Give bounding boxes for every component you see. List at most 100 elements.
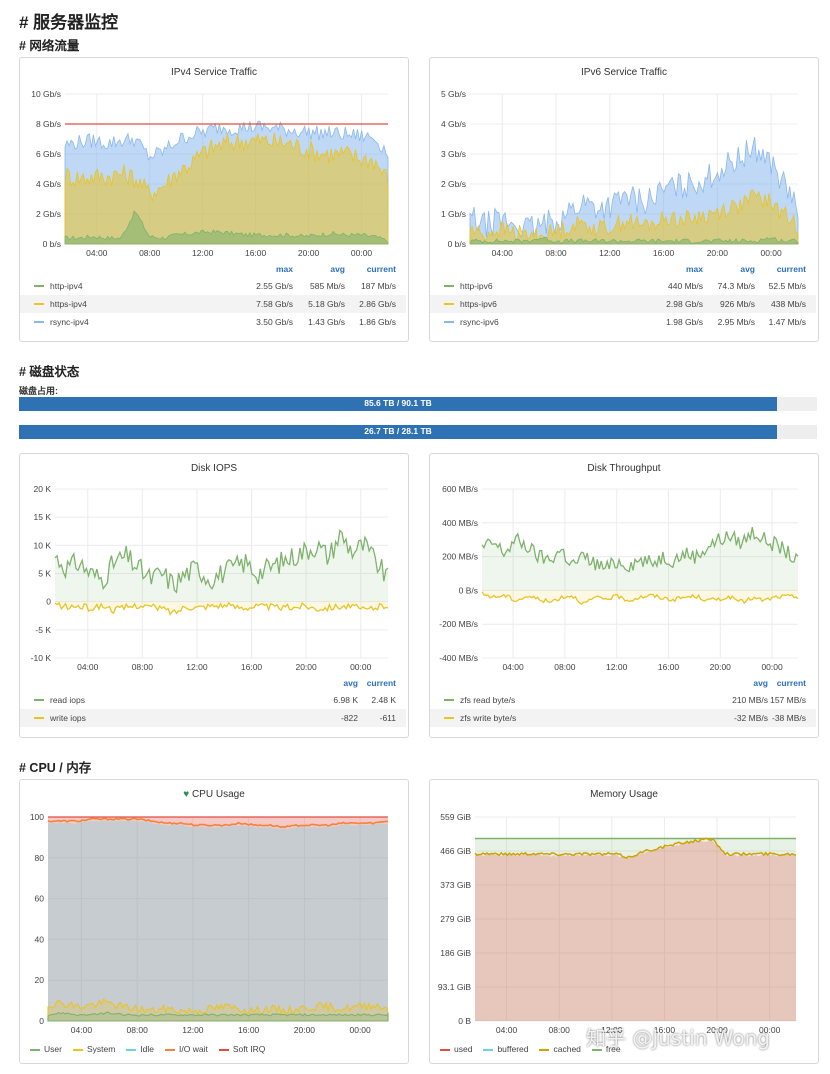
x-tick-label: 16:00 — [238, 1025, 260, 1035]
legend-row[interactable]: rsync-ipv4 3.50 Gb/s 1.43 Gb/s 1.86 Gb/s — [20, 313, 406, 331]
legend-series-name: https-ipv6 — [460, 299, 497, 309]
y-tick-label: 4 Gb/s — [36, 179, 61, 189]
legend-row[interactable]: https-ipv4 7.58 Gb/s 5.18 Gb/s 2.86 Gb/s — [20, 295, 406, 313]
legend-header-avg[interactable]: avg — [343, 678, 358, 688]
legend-header-avg[interactable]: avg — [330, 264, 345, 274]
memory-usage-panel[interactable]: Memory Usage 559 GiB 466 GiB 373 GiB 279 Gi… — [429, 779, 819, 1064]
series-area-soft-irq — [48, 817, 388, 1021]
legend-value-max: 1.98 Gb/s — [666, 317, 703, 327]
x-tick-label: 00:00 — [351, 248, 373, 258]
legend-item[interactable]: used — [440, 1044, 472, 1054]
y-tick-label: 80 — [35, 853, 45, 863]
cpu-usage-panel[interactable]: ♥ CPU Usage 100 80 60 40 20 0 04:00 08:00 12:00 1… — [19, 779, 409, 1064]
y-tick-label: -10 K — [31, 653, 52, 663]
legend-item[interactable]: I/O wait — [165, 1044, 208, 1054]
legend-header-current[interactable]: current — [776, 678, 806, 688]
watermark: 知乎 @Justin Wong — [586, 1026, 770, 1050]
page-title: # 服务器监控 — [19, 13, 119, 32]
legend-item[interactable]: User — [30, 1044, 62, 1054]
x-tick-label: 20:00 — [706, 1025, 728, 1035]
legend-swatch — [591, 1048, 602, 1051]
legend-header-max[interactable]: max — [275, 264, 293, 274]
legend-item[interactable]: buffered — [483, 1044, 528, 1054]
legend-row[interactable]: http-ipv4 2.55 Gb/s 585 Mb/s 187 Mb/s — [20, 277, 406, 295]
legend-swatch — [72, 1048, 83, 1051]
disk-usage-bar-1: 85.6 TB / 90.1 TB — [19, 397, 817, 411]
cpu-usage-chart: 100 80 60 40 20 0 04:00 08:00 12:00 16:00 20:00 00:… — [30, 812, 389, 1035]
y-tick-label: 93.1 GiB — [438, 982, 471, 992]
disk-throughput-panel[interactable]: Disk Throughput 600 MB/s 400 MB/s 200 MB/s… — [429, 453, 819, 738]
legend-header-max[interactable]: max — [685, 264, 703, 274]
legend-row[interactable]: rsync-ipv6 1.98 Gb/s 2.95 Mb/s 1.47 Mb/s — [430, 313, 816, 331]
legend-row[interactable]: http-ipv6 440 Mb/s 74.3 Mb/s 52.5 Mb/s — [430, 277, 816, 295]
y-tick-label: 6 Gb/s — [36, 149, 61, 159]
disk-usage-text: 85.6 TB / 90.1 TB — [364, 398, 432, 408]
ipv6-traffic-panel[interactable]: IPv6 Service Traffic 5 Gb/s 4 Gb/s 3 Gb/s 2… — [429, 57, 819, 342]
x-tick-label: 16:00 — [245, 248, 267, 258]
ipv4-traffic-chart: 10 Gb/s 8 Gb/s 6 Gb/s 4 Gb/s 2 Gb/s 0 b/s 04:0… — [31, 89, 389, 258]
y-tick-label: 5 Gb/s — [441, 89, 466, 99]
legend-series-name: free — [605, 1044, 621, 1054]
legend-item[interactable]: free — [591, 1044, 621, 1054]
y-tick-label: 3 Gb/s — [441, 149, 466, 159]
disk-iops-panel[interactable]: Disk IOPS 20 K 15 K 10 K 5 K 0 -5 K -10 K 04:00… — [19, 453, 409, 738]
series-area-idle — [48, 820, 388, 1021]
panel-title: Disk IOPS — [190, 463, 238, 474]
legend-item[interactable]: Idle — [126, 1044, 154, 1054]
legend-header-current[interactable]: current — [366, 678, 396, 688]
x-tick-label: 16:00 — [658, 662, 680, 672]
legend-value-max: 3.50 Gb/s — [256, 317, 293, 327]
legend-series-name: zfs read byte/s — [460, 695, 516, 705]
legend-row[interactable]: https-ipv6 2.98 Gb/s 926 Mb/s 438 Mb/s — [430, 295, 816, 313]
x-tick-label: 04:00 — [77, 662, 99, 672]
legend-value-avg: 210 MB/s — [732, 695, 768, 705]
legend-value-current: 157 MB/s — [770, 695, 806, 705]
legend-value-avg: -32 MB/s — [733, 713, 768, 723]
x-tick-label: 12:00 — [186, 662, 208, 672]
x-tick-label: 20:00 — [707, 248, 729, 258]
legend-row[interactable]: zfs read byte/s 210 MB/s 157 MB/s — [430, 691, 816, 709]
legend-row[interactable]: zfs write byte/s -32 MB/s -38 MB/s — [430, 709, 816, 727]
legend-value-current: 438 Mb/s — [771, 299, 806, 309]
legend-swatch — [539, 1048, 550, 1051]
y-tick-label: 5 K — [38, 569, 51, 579]
legend-header-avg[interactable]: avg — [753, 678, 768, 688]
disk-throughput-chart: 600 MB/s 400 MB/s 200 MB/s 0 B/s -200 MB/s -4… — [439, 484, 799, 672]
legend-row[interactable]: read iops 6.98 K 2.48 K — [20, 691, 406, 709]
disk-usage-bar-2: 26.7 TB / 28.1 TB — [19, 425, 817, 439]
legend-header-current[interactable]: current — [366, 264, 396, 274]
legend-series-name: write iops — [50, 713, 86, 723]
y-tick-label: 40 — [35, 934, 45, 944]
y-tick-label: 0 B — [458, 1016, 471, 1026]
legend-header-current[interactable]: current — [776, 264, 806, 274]
legend-series-name: User — [44, 1044, 62, 1054]
series-area-used — [475, 839, 796, 1021]
y-tick-label: 60 — [35, 894, 45, 904]
legend-value-max: 2.98 Gb/s — [666, 299, 703, 309]
x-tick-label: 20:00 — [294, 1025, 316, 1035]
legend-swatch — [444, 303, 454, 305]
legend-series-name: cached — [553, 1044, 581, 1054]
ipv4-traffic-panel[interactable]: IPv4 Service Traffic 10 Gb/s 8 Gb/s 6 Gb/s… — [19, 57, 409, 342]
legend-value-current: -611 — [379, 713, 396, 723]
disk-usage-fill — [19, 425, 778, 439]
legend-swatch — [126, 1048, 137, 1051]
y-tick-label: 0 B/s — [459, 585, 478, 595]
series-line-zfs write byte/s — [481, 591, 799, 606]
y-tick-label: 200 MB/s — [442, 552, 478, 562]
legend-item[interactable]: cached — [539, 1044, 581, 1054]
legend-header-avg[interactable]: avg — [740, 264, 755, 274]
legend-series-name: I/O wait — [179, 1044, 208, 1054]
legend-row[interactable]: write iops -822 -611 — [20, 709, 406, 727]
legend-value-avg: 926 Mb/s — [720, 299, 755, 309]
legend-item[interactable]: Soft IRQ — [218, 1044, 265, 1054]
legend-item[interactable]: System — [72, 1044, 115, 1054]
legend-swatch — [444, 285, 454, 287]
y-tick-label: 8 Gb/s — [36, 119, 61, 129]
legend-swatch — [444, 699, 454, 701]
x-tick-label: 08:00 — [549, 1025, 571, 1035]
legend-series-name: rsync-ipv6 — [460, 317, 499, 327]
y-tick-label: 400 MB/s — [442, 518, 478, 528]
series-line-zfs read byte/s — [481, 526, 799, 573]
legend-swatch — [34, 303, 44, 305]
